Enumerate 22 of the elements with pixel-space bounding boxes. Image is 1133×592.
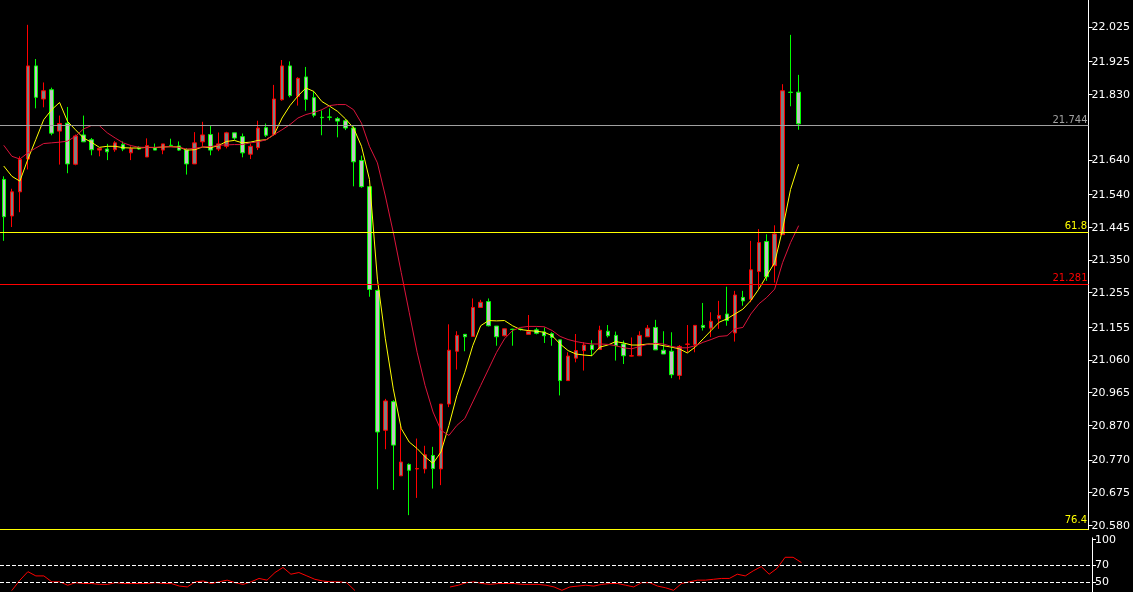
y-tick-label: 21.830 bbox=[1091, 87, 1131, 101]
y-tick-label: 21.445 bbox=[1091, 220, 1131, 234]
y-tick-label: 21.255 bbox=[1091, 286, 1131, 300]
annotation: 61.8 bbox=[1064, 219, 1087, 231]
annotation: 76.4 bbox=[1064, 514, 1087, 526]
y-tick-label: 21.155 bbox=[1091, 320, 1131, 334]
y-tick-label: 21.060 bbox=[1091, 353, 1131, 367]
y-tick-label: 20.870 bbox=[1091, 418, 1131, 432]
y-tick-label: 21.640 bbox=[1091, 153, 1131, 167]
y-tick-label: 21.540 bbox=[1091, 187, 1131, 201]
y-tick-label: 20.770 bbox=[1091, 453, 1131, 467]
y-tick-label: 70 bbox=[1095, 558, 1109, 572]
ref-line-label: 21.744 bbox=[1052, 113, 1088, 125]
ref-line-label: 21.281 bbox=[1052, 272, 1088, 284]
y-tick-label: 100 bbox=[1095, 533, 1116, 546]
y-tick-label: 50 bbox=[1095, 575, 1109, 589]
y-tick-label: 20.580 bbox=[1091, 519, 1131, 532]
y-tick-label: 21.350 bbox=[1091, 253, 1131, 267]
y-tick-label: 21.925 bbox=[1091, 54, 1131, 68]
y-tick-label: 20.675 bbox=[1091, 486, 1131, 500]
y-tick-label: 20.965 bbox=[1091, 386, 1131, 400]
y-tick-label: 22.025 bbox=[1091, 20, 1131, 34]
